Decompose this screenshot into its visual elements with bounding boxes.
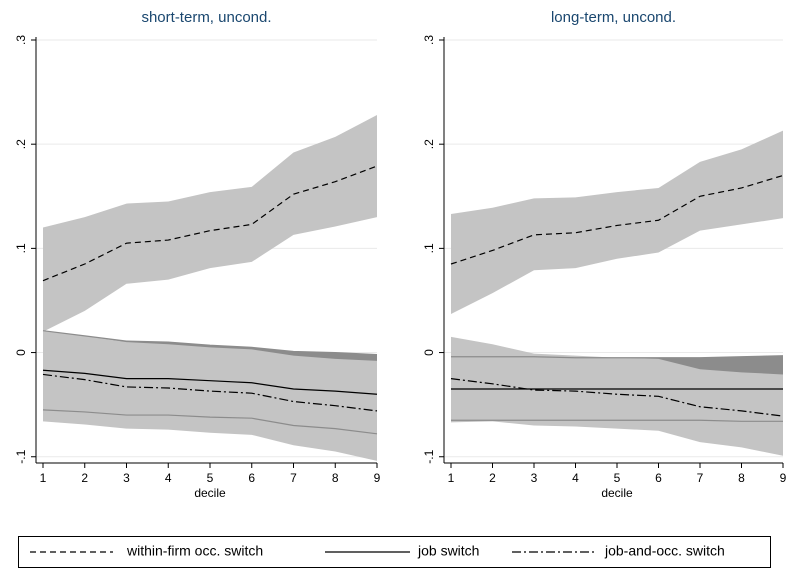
- x-tick-label: 8: [738, 471, 745, 485]
- x-tick-label: 2: [489, 471, 496, 485]
- y-tick-label: .2: [14, 139, 28, 149]
- series-line: [450, 174, 784, 265]
- series-line: [42, 373, 378, 412]
- band-edge: [42, 330, 378, 356]
- series-line: [42, 165, 378, 282]
- confidence-band: [451, 336, 783, 456]
- x-tick-label: 3: [531, 471, 538, 485]
- y-tick-label: .1: [422, 243, 436, 253]
- x-tick-label: 1: [40, 471, 47, 485]
- y-tick-label: 0: [422, 349, 436, 356]
- x-tick-label: 4: [165, 471, 172, 485]
- x-tick-label: 4: [572, 471, 579, 485]
- y-tick-label: -.1: [422, 449, 436, 463]
- x-tick-label: 5: [614, 471, 621, 485]
- legend-label: job-and-occ. switch: [604, 543, 725, 559]
- x-axis-label: decile: [601, 486, 633, 500]
- band-edge: [451, 419, 783, 422]
- series-line: [450, 378, 784, 417]
- x-axis-label: decile: [194, 486, 226, 500]
- band-edge: [451, 355, 784, 359]
- x-tick-label: 9: [780, 471, 787, 485]
- x-tick-label: 7: [290, 471, 297, 485]
- legend-label: job switch: [417, 543, 479, 559]
- x-tick-label: 6: [655, 471, 662, 485]
- y-tick-label: -.1: [14, 449, 28, 463]
- chart-title: long-term, uncond.: [551, 9, 676, 26]
- x-tick-label: 1: [448, 471, 455, 485]
- x-tick-label: 2: [81, 471, 88, 485]
- confidence-band: [43, 330, 377, 461]
- y-tick-label: 0: [14, 349, 28, 356]
- band-edge: [42, 409, 378, 435]
- series-line: [42, 369, 378, 395]
- y-tick-label: .3: [14, 35, 28, 45]
- x-tick-label: 5: [207, 471, 214, 485]
- x-tick-label: 9: [374, 471, 381, 485]
- y-tick-label: .2: [422, 139, 436, 149]
- x-tick-label: 6: [248, 471, 255, 485]
- confidence-band: [43, 115, 377, 332]
- y-tick-label: .1: [14, 243, 28, 253]
- confidence-band: [451, 130, 783, 315]
- chart-title: short-term, uncond.: [141, 9, 271, 26]
- x-tick-label: 8: [332, 471, 339, 485]
- y-tick-label: .3: [422, 35, 436, 45]
- legend-label: within-firm occ. switch: [126, 543, 263, 559]
- x-tick-label: 7: [697, 471, 704, 485]
- x-tick-label: 3: [123, 471, 130, 485]
